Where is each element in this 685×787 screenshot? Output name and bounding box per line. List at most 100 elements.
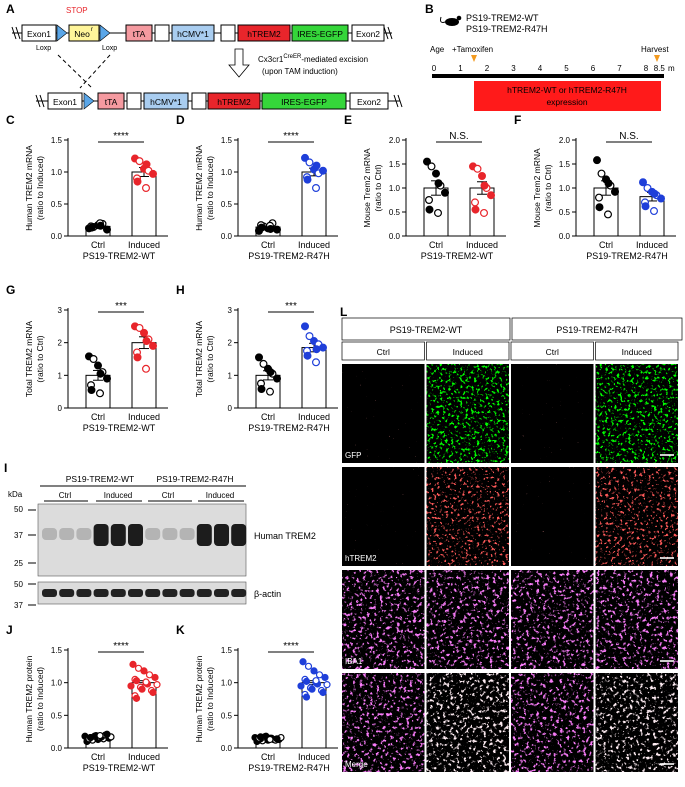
data-point: [102, 225, 111, 234]
kda-label: kDa: [8, 490, 23, 499]
tamoxifen-marker: [471, 55, 477, 62]
y-tick-label: 0: [228, 404, 233, 413]
data-point: [132, 677, 141, 685]
x-tick-label: Induced: [128, 240, 160, 250]
data-point: [434, 179, 443, 188]
y-axis-label-line2: (ratio to Ctrl): [373, 164, 383, 211]
htrem2-box-bottom: [207, 92, 261, 110]
band-label-trem2: Human TREM2: [254, 531, 316, 541]
micro-col-induced: Induced: [622, 347, 653, 357]
loxp-triangle-left: [56, 24, 68, 42]
panel-b: B PS19-TREM2-WT PS19-TREM2-R47H Age +Tam…: [425, 2, 675, 111]
x-tick-label: Induced: [298, 240, 330, 250]
mouse-icon: [440, 15, 462, 26]
exon1-box-bottom: [47, 92, 83, 110]
trem2-bands: [42, 524, 247, 546]
data-point: [151, 673, 159, 682]
spacer-box-bottom-2: [191, 92, 207, 110]
x-tick-label: Induced: [298, 412, 330, 422]
x-tick-label: Induced: [128, 412, 160, 422]
data-point: [273, 735, 281, 743]
y-tick-label: 2.0: [559, 136, 571, 145]
y-tick-label: 1: [58, 371, 63, 380]
micro-signal: [511, 673, 594, 772]
chart-panel-c: C Human TREM2 mRNA (ratio to Induced) 0.0 0.…: [6, 113, 168, 261]
tta-box-bottom: [97, 92, 125, 110]
data-point: [610, 187, 619, 196]
htrem2-label-top: hTREM2: [247, 29, 281, 39]
data-point: [473, 164, 482, 173]
y-axis-label-line2: (ratio to Ctrl): [35, 335, 45, 382]
data-point: [266, 387, 275, 396]
data-point: [592, 156, 601, 165]
panel-letter-d: D: [176, 113, 185, 127]
micro-signal: [342, 467, 425, 566]
micro-image-grid: GFP hTREM2 IBA1 Merge: [342, 364, 678, 772]
hcmv-label-top: hCMV*1: [177, 29, 209, 39]
blot-sub-ctrl-1: Ctrl: [59, 491, 72, 500]
data-point: [86, 733, 95, 742]
tta-label-top: tTA: [133, 29, 146, 39]
timeline-tick-0: 0: [432, 64, 437, 73]
y-tick-label: 1.0: [221, 168, 233, 177]
y-axis-label-line1: Human TREM2 protein: [24, 655, 34, 742]
y-axis-label-line1: Total TREM2 mRNA: [24, 320, 34, 397]
data-point: [135, 157, 144, 166]
trem2-band: [162, 528, 178, 540]
x-tick-label: Ctrl: [91, 240, 105, 250]
data-point: [650, 189, 659, 198]
neo-box: [68, 24, 100, 42]
micro-col-ctrl: Ctrl: [546, 347, 559, 357]
blot-sub-induced-2: Induced: [206, 491, 234, 500]
data-point: [301, 322, 310, 331]
down-arrow-icon: [228, 48, 250, 78]
y-tick-label: 0.5: [221, 711, 233, 720]
data-point: [480, 208, 489, 217]
y-tick-label: 0.5: [221, 200, 233, 209]
timeline-tick-2: 2: [485, 64, 490, 73]
data-point: [95, 389, 104, 398]
micro-signal: [342, 364, 425, 463]
data-point: [471, 198, 480, 207]
data-point: [303, 351, 312, 360]
micro-signal: [595, 570, 678, 669]
hcmv-label-bottom: hCMV*1: [150, 97, 182, 107]
data-point: [423, 157, 432, 166]
micro-group-r47h-box: [511, 317, 683, 341]
y-tick-label: 1.0: [51, 679, 63, 688]
marker-50-bottom: 50: [14, 580, 23, 589]
ires-egfp-label-top: IRES-EGFP: [297, 29, 343, 39]
y-axis-label-line1: Total TREM2 mRNA: [194, 320, 204, 397]
actin-band: [231, 589, 247, 597]
timeline-tick-7: 7: [617, 64, 622, 73]
trem2-band: [145, 528, 161, 540]
actin-band: [128, 589, 143, 597]
y-tick-label: 1.5: [389, 160, 401, 169]
y-tick-label: 1.5: [559, 160, 571, 169]
chart-panel-h: H Total TREM2 mRNA (ratio to Ctrl) 0 1 2 3 *** C…: [176, 283, 338, 433]
timeline-tick-labels: 0 1 2 3 4 5 6 7 8 8.5 m: [432, 64, 675, 73]
data-point: [149, 169, 158, 178]
y-axis-label-line2: (ratio to Induced): [205, 156, 215, 220]
y-tick-label: 1.0: [559, 184, 571, 193]
timeline-tick-6: 6: [591, 64, 596, 73]
significance-label: N.S.: [619, 131, 638, 142]
group-label: PS19-TREM2-WT: [83, 423, 156, 433]
panel-letter-k: K: [176, 623, 185, 637]
excision-dashed-lines: [57, 54, 111, 89]
data-point: [266, 224, 275, 233]
data-point: [321, 673, 329, 682]
marker-50-top: 50: [14, 505, 23, 514]
micro-row-label-merge: Merge: [345, 760, 368, 769]
x-tick-label: Induced: [636, 240, 668, 250]
exon2-label-bottom: Exon2: [357, 97, 381, 107]
group-label: PS19-TREM2-WT: [421, 251, 494, 261]
micro-signal: [426, 570, 509, 669]
y-tick-label: 0.0: [221, 744, 233, 753]
y-tick-label: 1.0: [51, 168, 63, 177]
micro-signal: [426, 673, 509, 772]
micro-signal: [595, 364, 678, 463]
blot-group-r47h: PS19-TREM2-R47H: [157, 474, 234, 484]
data-point: [427, 162, 436, 171]
trem2-band: [214, 524, 229, 546]
